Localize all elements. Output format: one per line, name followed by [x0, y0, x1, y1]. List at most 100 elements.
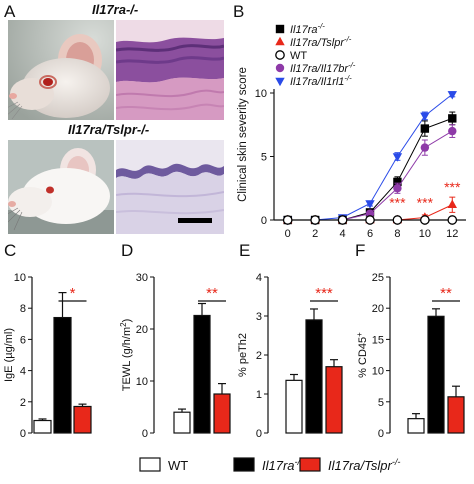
bar [73, 405, 92, 434]
y-tick-label: 25 [372, 272, 384, 284]
sig-annotation: *** [389, 194, 406, 210]
data-point [365, 215, 375, 225]
y-axis-label: IgE (µg/ml) [3, 328, 15, 382]
bar [407, 418, 425, 434]
y-tick-label: 0 [261, 215, 267, 227]
photo-caption-bottom: Il17ra/Tslpr-/- [68, 122, 150, 137]
panel-letter-c: C [4, 241, 17, 260]
y-tick-label: 3 [256, 311, 262, 323]
y-tick-label: 0 [20, 428, 26, 440]
x-tick-label: 4 [340, 228, 346, 240]
panel-letter-f: F [355, 241, 366, 260]
legend-label: WT [168, 458, 188, 473]
panel-letter-e: E [239, 241, 251, 260]
data-point [392, 153, 403, 162]
photo-caption-top: Il17ra-/- [92, 2, 139, 17]
bar [33, 419, 52, 434]
panel-letter-a: A [4, 2, 16, 21]
sig-annotation: ** [206, 285, 218, 302]
y-tick-label: 10 [14, 272, 26, 284]
legend-swatch [233, 457, 255, 472]
y-tick-label: 5 [261, 152, 267, 164]
y-tick-label: 4 [20, 366, 26, 378]
y-tick-label: 0 [256, 428, 262, 440]
legend-marker [275, 50, 285, 60]
data-point [392, 215, 403, 225]
y-tick-label: 8 [20, 303, 26, 315]
chart-d-tewl: 0 10 20 30 TEWL (g/h/m2) ** [119, 272, 231, 440]
y-tick-label: 20 [372, 303, 384, 315]
sig-annotation: *** [315, 285, 333, 302]
x-tick-label: 2 [312, 228, 318, 240]
y-tick-label: 6 [20, 334, 26, 346]
data-point [447, 91, 457, 100]
bar [213, 393, 231, 434]
data-point [420, 143, 430, 152]
y-tick-label: 30 [136, 272, 148, 284]
legend-marker [275, 77, 285, 87]
bar [305, 319, 323, 434]
data-point [420, 215, 430, 225]
legend-label: Il17ra/Tslpr-/- [328, 457, 400, 473]
legend-swatch [139, 457, 161, 472]
data-point [420, 112, 430, 122]
data-point [393, 177, 402, 187]
chart-e-peth2: 0 1 2 3 4 % peTh2 *** [237, 272, 343, 440]
y-tick-label: 5 [378, 397, 384, 409]
data-point [393, 184, 402, 193]
y-axis-label: Clinical skin severity score [237, 67, 249, 202]
legend-swatch [299, 457, 321, 472]
chart-b-severity: 0 5 10 0 2 4 6 8 10 12 Clinical skin severity scor… [237, 22, 466, 240]
y-axis-label: % CD45+ [355, 332, 369, 378]
histology-photo-top [116, 20, 224, 120]
bar [53, 316, 72, 434]
scale-bar [178, 218, 212, 223]
sig-annotation: ** [440, 285, 452, 302]
y-tick-label: 10 [255, 88, 267, 100]
sig-annotation: *** [444, 179, 461, 195]
data-point [447, 199, 457, 208]
sig-annotation: * [70, 285, 76, 302]
bar [285, 379, 303, 434]
bar [173, 411, 191, 434]
mouse-photo-top [8, 20, 114, 120]
x-tick-label: 10 [419, 228, 431, 240]
legend-marker [275, 24, 285, 34]
bar [447, 396, 465, 434]
data-point [447, 215, 458, 225]
legend-marker [275, 63, 285, 73]
bar [193, 314, 211, 434]
y-tick-label: 10 [136, 376, 148, 388]
data-point [448, 114, 457, 123]
chart-c-ige: 0 2 4 6 8 10 IgE (µg/ml) * [3, 272, 92, 440]
y-tick-label: 4 [256, 272, 262, 284]
legend-label: Il17ra-/- [290, 22, 325, 36]
data-point [310, 215, 320, 225]
chart-f-cd45: 0 5 10 15 20 25 % CD45+ ** [355, 272, 465, 440]
x-tick-label: 0 [285, 228, 291, 240]
data-point [337, 215, 348, 225]
y-tick-label: 0 [378, 428, 384, 440]
y-tick-label: 10 [372, 366, 384, 378]
y-tick-label: 2 [256, 350, 262, 362]
legend-label: Il17ra/Il1rl1-/- [290, 74, 352, 88]
data-point [282, 215, 293, 225]
y-tick-label: 2 [20, 397, 26, 409]
data-point [365, 200, 375, 209]
data-point [448, 126, 457, 136]
bottom-legend: WT Il17ra-/- Il17ra/Tslpr-/- [139, 457, 400, 473]
mouse-photo-bottom [8, 140, 114, 234]
y-tick-label: 20 [136, 324, 148, 336]
histology-photo-bottom [116, 140, 224, 234]
x-tick-label: 6 [367, 228, 373, 240]
y-tick-label: 1 [256, 389, 262, 401]
y-tick-label: 15 [372, 334, 384, 346]
y-axis-label: TEWL (g/h/m2) [119, 319, 133, 392]
bar [325, 366, 343, 434]
panel-letter-d: D [121, 241, 134, 260]
y-tick-label: 0 [142, 428, 148, 440]
data-point [420, 124, 430, 133]
panel-letter-b: B [233, 2, 245, 21]
legend-label: Il17ra/Il17br-/- [290, 61, 356, 75]
legend-label: Il17ra-/- [262, 457, 303, 473]
